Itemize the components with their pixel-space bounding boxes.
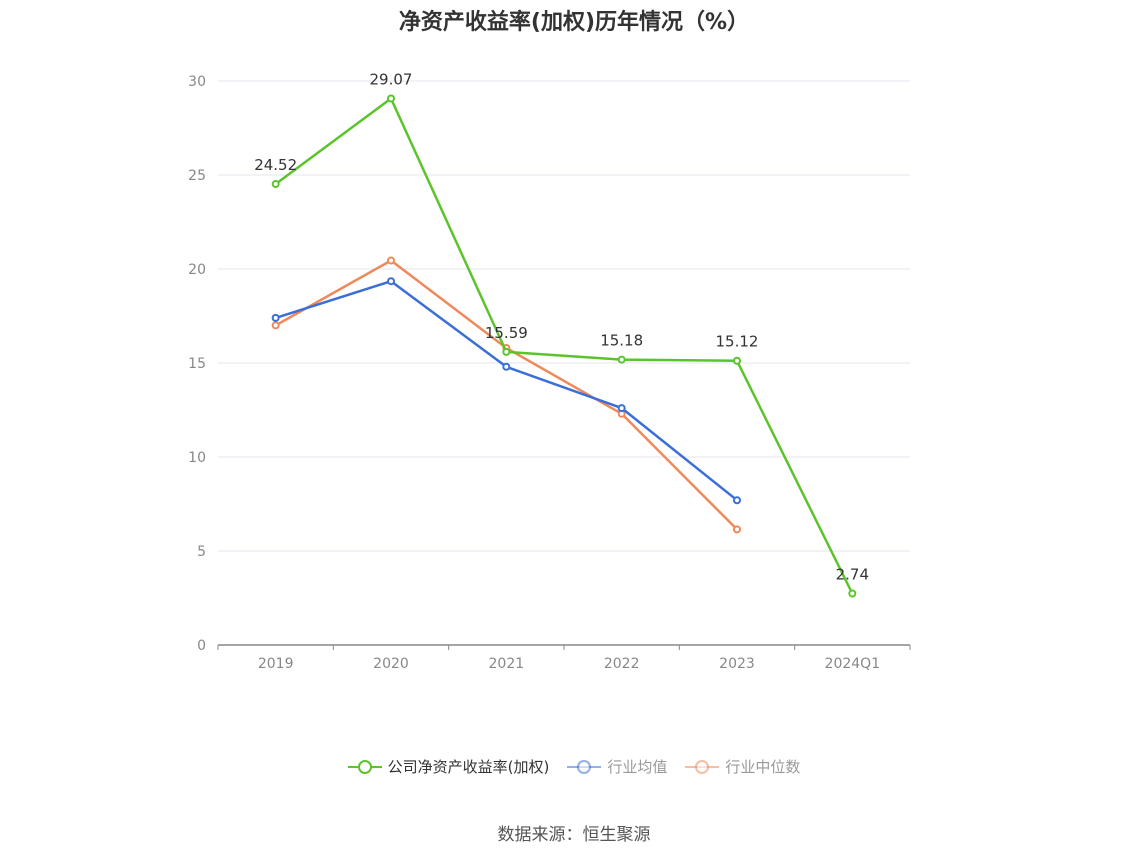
- legend-label: 行业均值: [607, 758, 668, 776]
- data-point-1: [733, 496, 741, 505]
- data-point-2: [387, 256, 395, 265]
- legend-item-0[interactable]: 公司净资产收益率(加权): [347, 756, 550, 777]
- y-tick-label: 20: [188, 262, 206, 278]
- axes: 0 5 10 15 20 25 30 2019 2020 2021 2022 2023 2024Q1: [188, 74, 911, 672]
- data-point-0: [617, 355, 626, 364]
- data-label: 24.52: [254, 156, 297, 174]
- data-point-0: [502, 347, 511, 356]
- x-tick-label: 2022: [604, 656, 640, 672]
- data-point-1: [617, 404, 626, 413]
- x-tick-label: 2020: [373, 656, 409, 672]
- y-tick-label: 25: [188, 168, 206, 184]
- x-tick-label: 2023: [719, 656, 755, 672]
- series-line-1: [275, 279, 738, 502]
- data-point-1: [502, 362, 511, 371]
- data-point-0: [387, 94, 395, 103]
- y-tick-label: 15: [188, 356, 206, 372]
- data-point-0: [271, 180, 280, 189]
- data-label: 15.18: [600, 332, 643, 350]
- x-tick-label: 2024Q1: [825, 656, 881, 672]
- x-tick-label: 2019: [258, 656, 294, 672]
- series-lines: [271, 94, 857, 598]
- y-tick-label: 5: [197, 544, 206, 560]
- data-labels: 24.52 29.07 15.59 15.18 15.12 2.74: [254, 70, 869, 583]
- data-source: 数据来源：恒生聚源: [497, 825, 651, 845]
- data-label: 15.12: [716, 333, 759, 351]
- legend-label: 行业中位数: [725, 758, 801, 776]
- y-tick-label: 30: [188, 74, 206, 90]
- legend-swatch-icon: [685, 759, 720, 775]
- data-point-0: [848, 589, 857, 598]
- series-line-0: [274, 97, 854, 595]
- legend-item-1[interactable]: 行业均值: [567, 756, 667, 777]
- data-point-0: [733, 356, 741, 365]
- data-point-1: [387, 277, 395, 286]
- x-tick-label: 2021: [489, 656, 525, 672]
- data-point-1: [271, 313, 280, 322]
- legend: 公司净资产收益率(加权) 行业均值 行业中位数: [0, 756, 1148, 777]
- data-point-2: [733, 525, 741, 534]
- y-tick-label: 0: [197, 638, 206, 654]
- legend-swatch-icon: [567, 759, 602, 775]
- data-label: 29.07: [370, 70, 413, 88]
- y-tick-label: 10: [188, 450, 206, 466]
- data-label: 2.74: [836, 565, 869, 583]
- legend-swatch-icon: [347, 759, 382, 775]
- data-label: 15.59: [485, 324, 528, 342]
- grid-lines: [218, 80, 910, 552]
- legend-item-2[interactable]: 行业中位数: [685, 756, 800, 777]
- legend-label: 公司净资产收益率(加权): [387, 758, 550, 776]
- series-line-2: [275, 259, 738, 531]
- chart-title: 净资产收益率(加权)历年情况（%）: [398, 10, 750, 35]
- data-point-2: [271, 321, 280, 330]
